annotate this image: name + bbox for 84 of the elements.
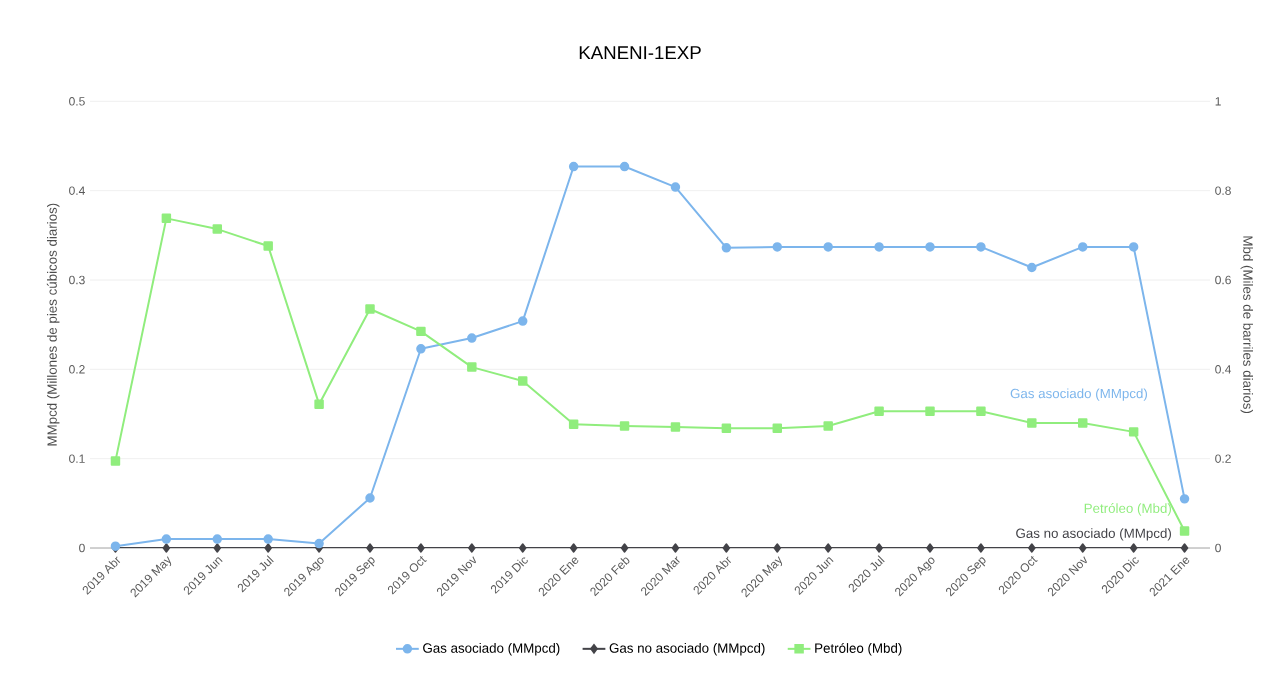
legend-label: Petróleo (Mbd) [815, 642, 902, 656]
point [1179, 526, 1190, 536]
point [366, 543, 374, 553]
point [721, 423, 732, 434]
point [671, 543, 680, 553]
point [874, 406, 884, 417]
chart-title: KANENI-1EXP [579, 46, 701, 60]
point [619, 161, 630, 172]
y2-axis-title: Mbd (Miles de barriles diarios) [1240, 236, 1253, 414]
point [722, 543, 731, 553]
legend-label: Gas asociado (MMpcd) [423, 643, 560, 656]
y-tick-label: 0.1 [69, 454, 85, 463]
point [976, 242, 986, 252]
point [162, 543, 171, 553]
point [1129, 543, 1138, 553]
point [619, 421, 630, 431]
point [823, 242, 833, 252]
point [1027, 262, 1037, 273]
point [161, 213, 172, 224]
point [518, 376, 528, 386]
point [1078, 242, 1088, 252]
point [1180, 543, 1189, 553]
point [161, 534, 172, 544]
point [110, 456, 121, 466]
y2-tick-label: 0.4 [1215, 365, 1232, 374]
point [772, 242, 783, 252]
y2-tick-label: 0.2 [1215, 454, 1231, 463]
point [875, 543, 883, 553]
point [518, 543, 527, 553]
point [1078, 418, 1088, 428]
point [773, 543, 782, 553]
point [212, 224, 223, 234]
point [1128, 427, 1139, 437]
point [264, 543, 272, 553]
point [620, 543, 629, 553]
point [1128, 242, 1139, 252]
point [467, 333, 477, 343]
y2-tick-label: 0 [1215, 543, 1221, 553]
point [416, 344, 426, 354]
point [417, 543, 425, 553]
point [213, 543, 222, 553]
point [212, 534, 223, 544]
point [926, 543, 934, 553]
point [1078, 543, 1087, 553]
point [670, 422, 681, 432]
y2-tick-label: 1 [1215, 97, 1221, 106]
y-tick-label: 0.2 [69, 365, 85, 374]
point [569, 543, 578, 553]
point [314, 538, 324, 549]
y-tick-label: 0.4 [69, 186, 85, 195]
point [467, 362, 477, 372]
y2-tick-label: 0.8 [1215, 186, 1231, 195]
point [365, 493, 375, 503]
point [416, 326, 426, 337]
point [314, 399, 324, 409]
y2-tick-label: 0.6 [1215, 275, 1231, 285]
point [824, 543, 832, 553]
text: Gas no asociado (MMpcd) [1016, 528, 1171, 541]
point [568, 161, 579, 172]
point [263, 241, 273, 251]
point [670, 182, 681, 192]
point [263, 534, 273, 544]
point [1027, 418, 1037, 428]
legend-label: Gas no asociado (MMpcd) [609, 643, 765, 656]
point [772, 423, 783, 434]
point [976, 406, 986, 417]
text: Petróleo (Mbd) [1084, 503, 1171, 516]
point [977, 543, 985, 553]
point [925, 406, 935, 417]
point [518, 316, 528, 326]
y-tick-label: 0.3 [69, 275, 85, 285]
point [1179, 494, 1190, 504]
point [1028, 543, 1036, 553]
point [468, 543, 476, 553]
point [721, 243, 732, 253]
y-tick-label: 0 [79, 543, 85, 553]
point [823, 421, 833, 431]
point [925, 242, 935, 252]
y-tick-label: 0.5 [69, 97, 85, 106]
point [874, 242, 884, 252]
point [365, 304, 375, 314]
y-axis-title: MMpcd (Millones de pies cúbicos diarios) [46, 203, 60, 446]
point [568, 419, 579, 429]
text: Gas asociado (MMpcd) [1010, 388, 1147, 401]
